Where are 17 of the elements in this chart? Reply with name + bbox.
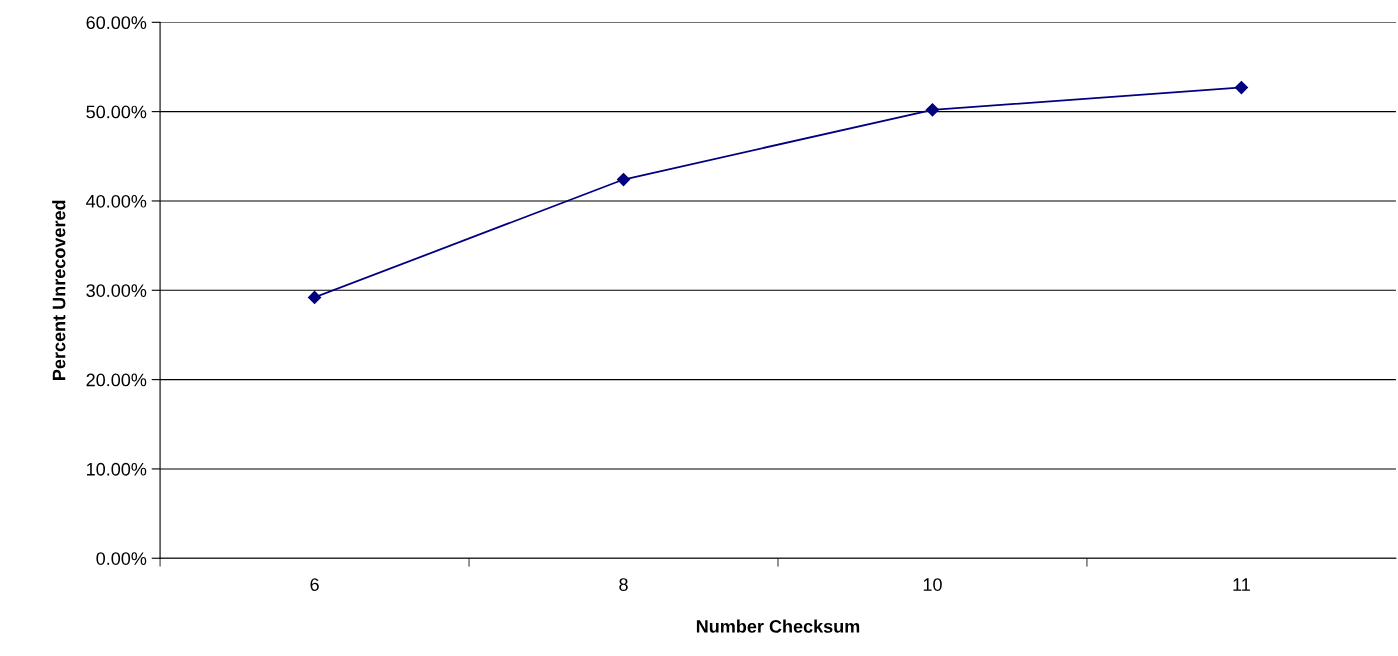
y-tick-label: 50.00% bbox=[86, 105, 147, 119]
y-tick-label: 0.00% bbox=[96, 552, 147, 565]
point bbox=[307, 290, 322, 305]
y-axis-title: Percent Unrecovered bbox=[52, 200, 66, 380]
y-tick-label: 30.00% bbox=[86, 284, 147, 297]
x-tick-label: 8 bbox=[619, 578, 628, 591]
y-tick-label: 20.00% bbox=[86, 373, 147, 387]
y-tick-label: 40.00% bbox=[86, 194, 147, 208]
point bbox=[1234, 80, 1249, 95]
point bbox=[925, 103, 940, 117]
y-tick-label: 60.00% bbox=[86, 16, 147, 30]
x-tick-label: 10 bbox=[923, 578, 942, 591]
x-tick-label: 6 bbox=[310, 578, 319, 591]
x-axis-title: Number Checksum bbox=[696, 619, 860, 633]
y-tick-label: 10.00% bbox=[87, 462, 147, 476]
x-tick-label: 11 bbox=[1233, 578, 1250, 591]
point bbox=[616, 172, 631, 187]
